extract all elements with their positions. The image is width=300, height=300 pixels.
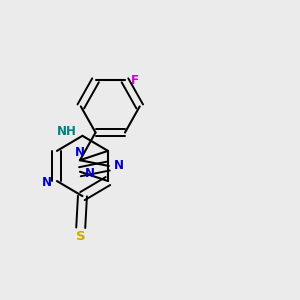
Text: NH: NH bbox=[57, 125, 77, 138]
Text: S: S bbox=[76, 230, 86, 243]
Text: N: N bbox=[85, 167, 94, 180]
Text: N: N bbox=[42, 176, 52, 189]
Text: N: N bbox=[75, 146, 85, 159]
Text: F: F bbox=[131, 74, 140, 87]
Text: N: N bbox=[113, 160, 124, 172]
